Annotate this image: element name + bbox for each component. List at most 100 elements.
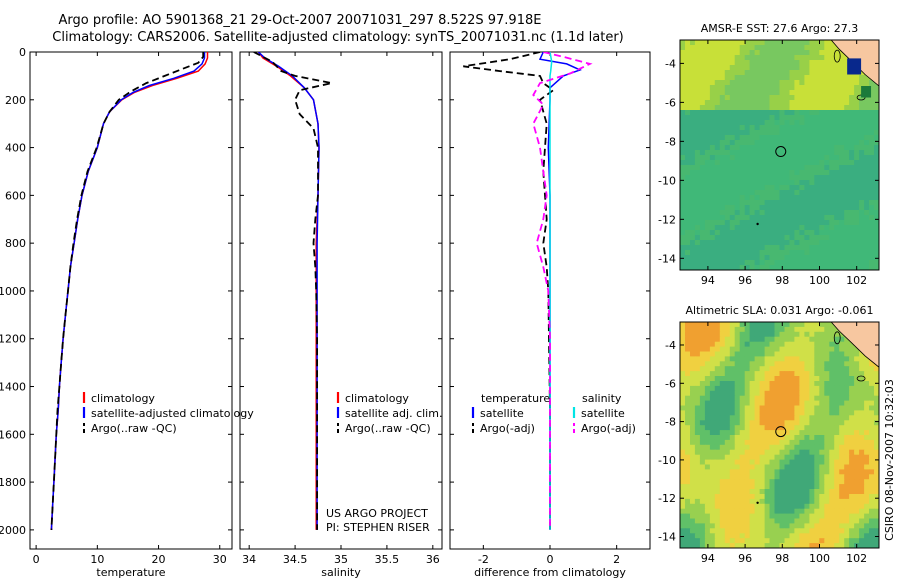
sla-map-cell	[779, 395, 786, 402]
sst-map-cell	[819, 205, 825, 211]
sla-map-cell	[809, 336, 815, 343]
sst-map-cell	[854, 255, 860, 261]
sst-map-cell	[724, 165, 731, 171]
sst-map-cell	[754, 185, 761, 191]
sla-map-cell	[719, 385, 726, 392]
sla-map-cell	[789, 430, 796, 436]
sla-map-cell	[779, 489, 786, 495]
sla-map-cell	[759, 395, 766, 402]
sla-map-cell	[794, 513, 800, 520]
sst-map-cell	[834, 85, 840, 91]
sst-map-cell	[824, 175, 830, 181]
sla-map-cell	[744, 390, 751, 397]
sla-map-cell	[734, 459, 741, 466]
sst-map-cell	[829, 105, 835, 111]
sla-map-cell	[709, 508, 716, 515]
sst-map-cell	[734, 40, 741, 46]
sst-map-cell	[864, 190, 870, 196]
sst-map-cell	[799, 130, 805, 136]
sla-map-cell	[869, 484, 875, 490]
sst-map-cell	[849, 145, 855, 151]
sla-map-cell	[764, 376, 771, 382]
sla-map-cell	[694, 371, 701, 377]
sst-map-cell	[685, 245, 691, 251]
sst-map-cell	[759, 140, 766, 146]
sst-map-cell	[729, 160, 736, 166]
sst-map-cell	[719, 180, 726, 186]
sla-map-cell	[729, 479, 736, 485]
sst-map-cell	[829, 155, 835, 161]
sst-map-cell	[774, 210, 781, 216]
sla-map-cell	[749, 420, 756, 426]
sst-map-cell	[769, 180, 776, 186]
sla-map-cell	[699, 331, 706, 338]
sst-map-cell	[680, 260, 686, 266]
sla-map-cell	[804, 341, 810, 348]
sla-map-cell	[809, 543, 815, 548]
sla-map-cell	[789, 464, 796, 470]
sst-map-cell	[859, 110, 865, 116]
sst-map-cell	[764, 215, 771, 221]
sla-map-cell	[704, 415, 711, 421]
sst-map-cell	[759, 90, 766, 96]
sst-map-cell	[869, 145, 875, 151]
sst-map-cell	[844, 80, 850, 86]
sst-map-cell	[739, 50, 746, 56]
sla-map-cell	[864, 449, 870, 456]
sst-map-cell	[694, 135, 701, 141]
sla-map-cell	[729, 469, 736, 475]
sst-map-cell	[839, 255, 845, 261]
sst-map-cell	[749, 230, 756, 236]
sla-map-cell	[819, 494, 825, 500]
sla-map-cell	[704, 351, 711, 357]
sla-map-cell	[804, 410, 810, 416]
sst-map-cell	[814, 185, 820, 191]
sla-map-cell	[769, 400, 776, 407]
sla-map-cell	[694, 326, 701, 333]
sla-map-cell	[759, 439, 766, 446]
sla-map-cell	[829, 346, 835, 353]
sla-map-cell	[724, 518, 731, 524]
sla-map-cell	[734, 405, 741, 411]
sst-map-cell	[719, 240, 726, 246]
sla-map-cell	[714, 371, 721, 377]
sla-map-cell	[814, 390, 820, 397]
sst-map-cell	[694, 75, 701, 81]
sst-map-cell	[699, 150, 706, 156]
sst-map-cell	[854, 260, 860, 266]
sst-map-cell	[774, 265, 781, 270]
sst-map-cell	[749, 190, 756, 196]
sst-map-cell	[874, 160, 879, 166]
sst-map-cell	[690, 140, 696, 146]
sst-map-cell	[864, 200, 870, 206]
sla-map-cell	[834, 376, 840, 382]
sla-map-cell	[764, 361, 771, 367]
sla-map-cell	[874, 425, 879, 431]
sst-map-cell	[724, 180, 731, 186]
sst-map-cell	[864, 160, 870, 166]
sla-map-cell	[704, 395, 711, 402]
sla-map-cell	[824, 449, 830, 456]
sla-map-cell	[789, 459, 796, 466]
sst-map-cell	[824, 235, 830, 241]
sla-map-cell	[789, 381, 796, 387]
sst-map-cell	[869, 220, 875, 226]
sla-map-cell	[685, 385, 691, 392]
sst-map-cell	[869, 255, 875, 261]
sst-map-cell	[759, 230, 766, 236]
sst-map-cell	[834, 120, 840, 126]
sla-map-cell	[819, 331, 825, 338]
sla-map-cell	[714, 430, 721, 436]
sst-map-cell	[839, 135, 845, 141]
sla-map-cell	[714, 533, 721, 539]
sla-map-cell	[774, 523, 781, 529]
sst-map-cell	[759, 250, 766, 256]
sst-map-cell	[794, 135, 800, 141]
sst-map-cell	[729, 130, 736, 136]
sla-map-cell	[789, 405, 796, 411]
sst-map-cell	[719, 255, 726, 261]
sst-map-cell	[709, 80, 716, 86]
sla-map-cell	[844, 538, 850, 544]
sst-map-cell	[809, 100, 815, 106]
diff-sal-legend-label: Argo(-adj)	[581, 422, 636, 435]
